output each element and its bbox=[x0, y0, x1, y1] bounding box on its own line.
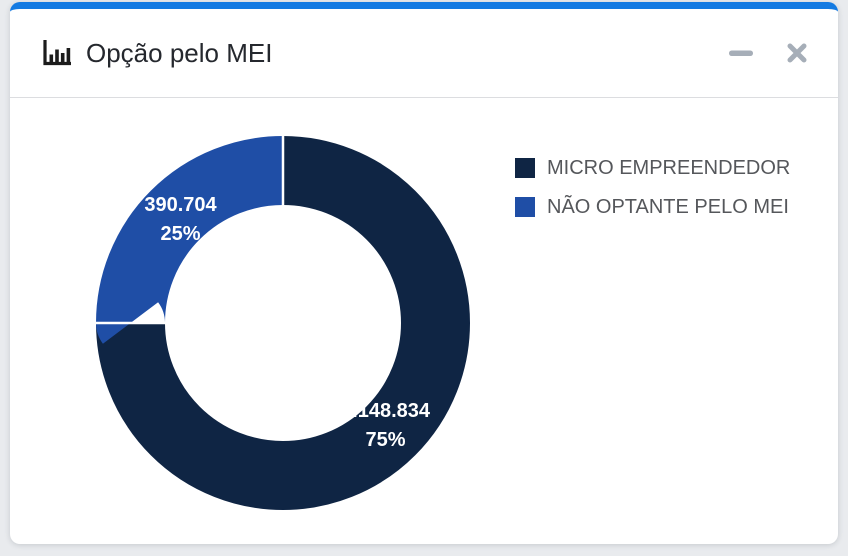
donut-chart bbox=[94, 134, 470, 510]
widget-header: Opção pelo MEI bbox=[10, 9, 838, 98]
chart-legend: MICRO EMPREENDEDOR NÃO OPTANTE PELO MEI bbox=[515, 154, 790, 221]
legend-swatch bbox=[515, 197, 535, 217]
minimize-button[interactable] bbox=[728, 48, 754, 58]
legend-swatch bbox=[515, 158, 535, 178]
legend-item-0[interactable]: MICRO EMPREENDEDOR bbox=[515, 154, 790, 182]
legend-label: MICRO EMPREENDEDOR bbox=[547, 156, 791, 179]
window-controls bbox=[728, 9, 808, 97]
bar-chart-icon bbox=[40, 36, 74, 70]
close-button[interactable] bbox=[786, 42, 808, 64]
widget-title: Opção pelo MEI bbox=[86, 37, 273, 68]
legend-label: NÃO OPTANTE PELO MEI bbox=[547, 195, 789, 218]
chart-area: 1.148.834 75% 390.704 25% MICRO EMPREENDEDO… bbox=[10, 98, 838, 544]
widget-card: Opção pelo MEI 1.148.834 75% 390.704 25% MI… bbox=[10, 2, 838, 544]
legend-item-1[interactable]: NÃO OPTANTE PELO MEI bbox=[515, 193, 790, 221]
